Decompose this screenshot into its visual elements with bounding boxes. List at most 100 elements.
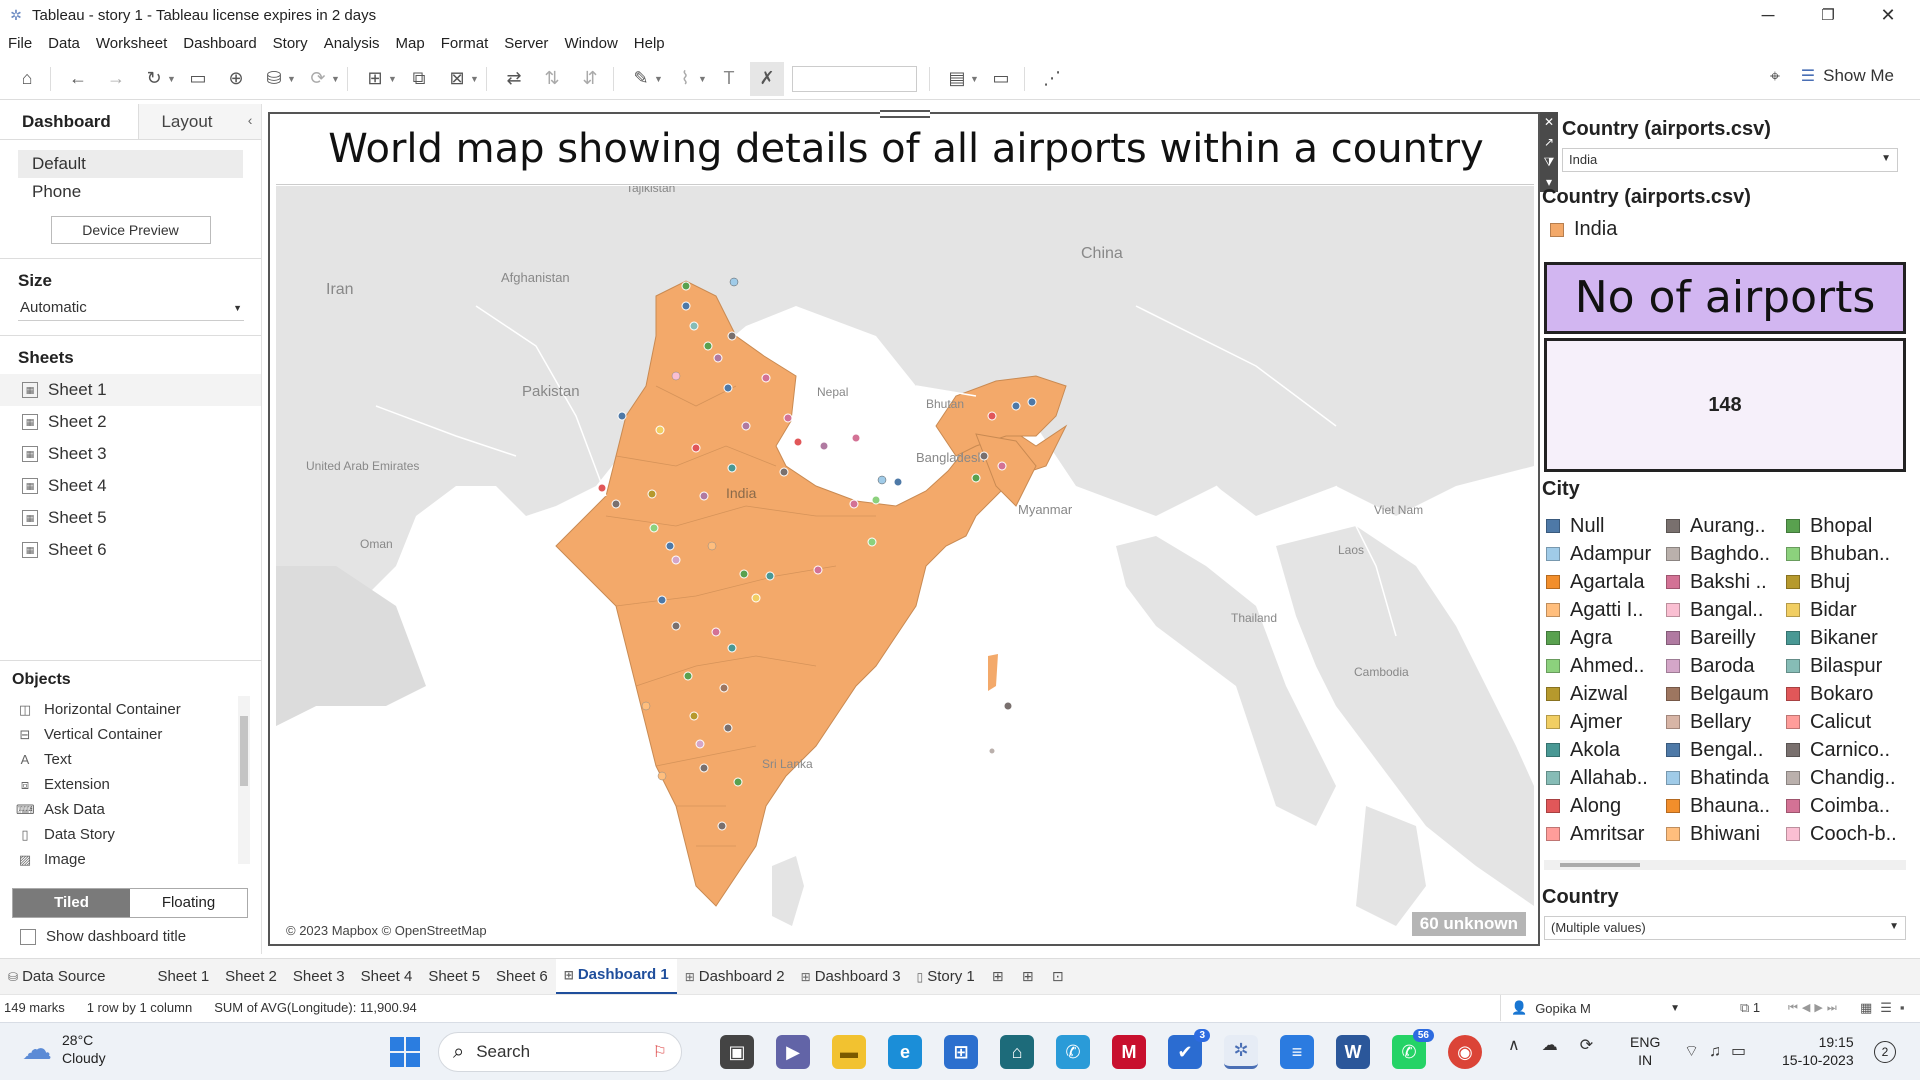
airport-mark[interactable] [671, 621, 681, 631]
word-icon[interactable]: W [1336, 1035, 1370, 1069]
airport-mark[interactable] [707, 541, 717, 551]
fit-selector[interactable] [792, 65, 917, 92]
india-region[interactable] [555, 280, 1068, 907]
airport-mark[interactable] [689, 711, 699, 721]
menu-file[interactable]: File [8, 34, 33, 52]
new-worksheet-icon[interactable]: ⊞ [367, 68, 383, 88]
airport-mark[interactable] [751, 593, 761, 603]
airport-mark[interactable] [649, 523, 659, 533]
legend-item-city[interactable]: Bellary [1666, 708, 1786, 736]
fix-axes-icon[interactable]: ✗ [750, 61, 784, 96]
airport-mark[interactable] [657, 771, 667, 781]
airport-mark[interactable] [851, 433, 861, 443]
tab-sheet-6[interactable]: Sheet 6 [496, 967, 548, 985]
object-ask-data[interactable]: ⌨ Ask Data [0, 797, 262, 822]
airport-mark[interactable] [893, 477, 903, 487]
language-indicator[interactable]: ENG IN [1630, 1033, 1660, 1069]
view-mode-icons[interactable]: ▦☰▪ [1860, 1000, 1913, 1015]
menu-dashboard[interactable]: Dashboard [183, 34, 257, 52]
tab-story-1[interactable]: ▯ Story 1 [909, 959, 983, 995]
airport-mark[interactable] [681, 301, 691, 311]
redo-icon[interactable]: → [107, 68, 125, 88]
use-as-filter-icon[interactable]: ⧩ [1543, 155, 1555, 169]
legend-item-city[interactable]: Bakshi .. [1666, 568, 1786, 596]
airport-mark[interactable] [681, 281, 691, 291]
object-extension[interactable]: ⧈ Extension [0, 772, 262, 797]
home-icon[interactable]: ⌂ [21, 68, 33, 88]
airport-mark[interactable] [665, 541, 675, 551]
map-svg[interactable]: Tajikistan China Afghanistan Iran Pakist… [276, 186, 1534, 942]
legend-item-city[interactable]: Adampur [1546, 540, 1666, 568]
airport-mark[interactable] [779, 467, 789, 477]
legend-item-city[interactable]: Bhuj [1786, 568, 1906, 596]
collapse-panel-icon[interactable]: ‹ [239, 104, 261, 139]
airport-mark[interactable] [717, 821, 727, 831]
chevron-down-icon[interactable]: ▼ [654, 73, 663, 84]
airport-mark[interactable] [741, 421, 751, 431]
new-story-tab-icon[interactable]: ⊡ [1051, 968, 1064, 984]
airport-mark[interactable] [723, 723, 733, 733]
tab-sheet-3[interactable]: Sheet 3 [292, 967, 345, 985]
airport-mark[interactable] [877, 475, 887, 485]
legend-item-city[interactable]: Bhopal [1786, 512, 1906, 540]
chevron-down-icon[interactable]: ▼ [388, 73, 397, 84]
refresh-icon[interactable]: ⟳ [310, 68, 326, 88]
duplicate-sheet-icon[interactable]: ⧉ [412, 68, 426, 88]
show-dashboard-title-option[interactable]: Show dashboard title [20, 928, 186, 945]
legend-item-india[interactable]: India [1550, 218, 1617, 241]
legend-item-city[interactable]: Baghdo.. [1666, 540, 1786, 568]
country-filter-dropdown[interactable]: India ▼ [1562, 148, 1898, 172]
legend-item-city[interactable]: Bengal.. [1666, 736, 1786, 764]
app-icon[interactable]: ✆ [1056, 1035, 1090, 1069]
clear-sheet-icon[interactable]: ⊠ [449, 68, 465, 88]
menu-map[interactable]: Map [395, 34, 425, 52]
airport-mark[interactable] [783, 413, 793, 423]
edge-browser-icon[interactable]: e [888, 1035, 922, 1069]
size-dropdown[interactable]: Automatic ▼ [18, 297, 244, 321]
airport-mark[interactable] [987, 411, 997, 421]
sheet-item-3[interactable]: ▦ Sheet 3 [0, 438, 261, 470]
airport-mark[interactable] [867, 537, 877, 547]
airport-mark[interactable] [819, 441, 829, 451]
tab-sheet-4[interactable]: Sheet 4 [360, 967, 413, 985]
weather-widget[interactable]: ☁ 28°C Cloudy [22, 1031, 106, 1067]
go-to-sheet-icon[interactable]: ↗ [1543, 135, 1555, 149]
sheet-item-1[interactable]: ▦ Sheet 1 [0, 374, 261, 406]
legend-item-city[interactable]: Chandig.. [1786, 764, 1906, 792]
remove-icon[interactable]: ✕ [1543, 115, 1555, 129]
tab-sheet-1[interactable]: Sheet 1 [157, 967, 210, 985]
airport-mark[interactable] [727, 463, 737, 473]
legend-item-city[interactable]: Aurang.. [1666, 512, 1786, 540]
chevron-down-icon[interactable]: ▼ [287, 73, 296, 84]
legend-item-city[interactable]: Calicut [1786, 708, 1906, 736]
scrollbar-thumb[interactable] [240, 716, 248, 786]
taskbar-search[interactable]: ⌕ Search ⚐ [438, 1032, 682, 1072]
airport-mark[interactable] [727, 643, 737, 653]
replace-data-icon[interactable]: ↻ [146, 68, 162, 88]
menu-story[interactable]: Story [272, 34, 308, 52]
legend-item-city[interactable]: Ahmed.. [1546, 652, 1666, 680]
device-preview-button[interactable]: Device Preview [50, 216, 211, 244]
object-text[interactable]: A Text [0, 747, 262, 772]
airport-mark[interactable] [871, 495, 881, 505]
airport-mark[interactable] [641, 701, 651, 711]
tab-dashboard[interactable]: Dashboard [0, 104, 140, 139]
airport-map[interactable]: Tajikistan China Afghanistan Iran Pakist… [276, 186, 1534, 942]
legend-item-city[interactable]: Bhatinda [1666, 764, 1786, 792]
tab-dashboard-3[interactable]: ⊞ Dashboard 3 [793, 959, 909, 995]
system-clock[interactable]: 19:15 15-10-2023 [1782, 1033, 1854, 1069]
legend-item-city[interactable]: Bhuban.. [1786, 540, 1906, 568]
chevron-down-icon[interactable]: ▼ [698, 73, 707, 84]
menu-server[interactable]: Server [504, 34, 549, 52]
dashboard-canvas[interactable]: World map showing details of all airport… [268, 110, 1540, 946]
sheet-item-4[interactable]: ▦ Sheet 4 [0, 470, 261, 502]
user-menu[interactable]: 👤 Gopika M ▼ [1500, 995, 1690, 1021]
legend-item-city[interactable]: Akola [1546, 736, 1666, 764]
minimize-button[interactable]: ─ [1761, 4, 1775, 25]
object-image[interactable]: ▨ Image [0, 847, 262, 872]
airport-mark[interactable] [657, 595, 667, 605]
airport-mark[interactable] [988, 747, 996, 755]
pause-updates-icon[interactable]: ⛁ [266, 68, 282, 88]
microsoft-store-icon[interactable]: ⊞ [944, 1035, 978, 1069]
legend-item-city[interactable]: Bilaspur [1786, 652, 1906, 680]
